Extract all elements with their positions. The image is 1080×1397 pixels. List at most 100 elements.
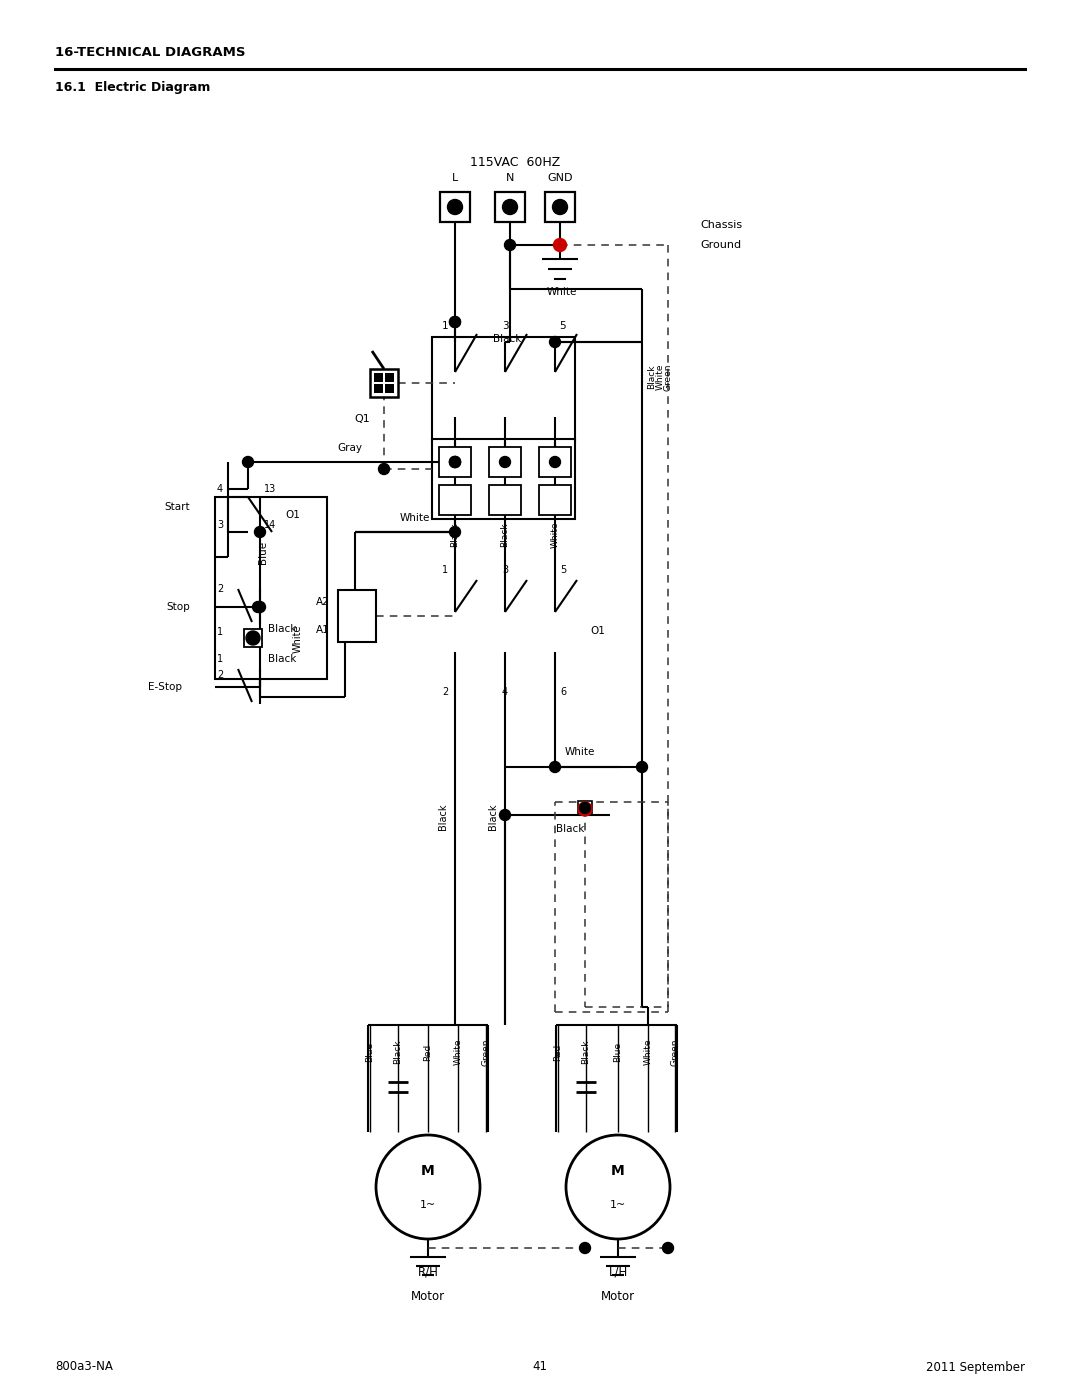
Text: 1: 1 [217, 654, 224, 664]
Circle shape [554, 239, 567, 251]
Text: 2011 September: 2011 September [926, 1361, 1025, 1373]
Text: 4: 4 [217, 483, 224, 495]
Circle shape [449, 457, 460, 468]
Bar [440, 191, 470, 222]
Text: M: M [421, 1164, 435, 1178]
Circle shape [499, 457, 511, 468]
Text: 3: 3 [502, 564, 508, 576]
Text: Blue: Blue [258, 541, 268, 563]
Circle shape [504, 239, 515, 250]
Circle shape [662, 1242, 674, 1253]
Text: Q1: Q1 [354, 414, 369, 425]
Circle shape [502, 200, 517, 215]
Text: 115VAC  60HZ: 115VAC 60HZ [470, 155, 561, 169]
Circle shape [447, 200, 462, 215]
Text: Ground: Ground [700, 240, 741, 250]
Text: L: L [451, 173, 458, 183]
Text: Black: Black [438, 803, 448, 830]
Text: 2: 2 [442, 687, 448, 697]
Bar [384, 373, 394, 381]
Circle shape [499, 809, 511, 820]
Bar [384, 384, 394, 393]
Text: White: White [454, 1039, 462, 1066]
Text: 800a3-NA: 800a3-NA [55, 1361, 113, 1373]
Text: Blue: Blue [365, 1042, 375, 1062]
Bar [578, 800, 592, 814]
Text: White: White [293, 624, 303, 654]
Bar [438, 485, 471, 515]
Circle shape [449, 317, 460, 327]
Text: White: White [400, 513, 430, 522]
Text: Black: Black [556, 824, 584, 834]
Bar [432, 337, 575, 441]
Text: 4: 4 [502, 687, 508, 697]
Bar [215, 497, 327, 679]
Text: White: White [656, 363, 664, 390]
Text: 1~: 1~ [610, 1200, 626, 1210]
Circle shape [636, 761, 648, 773]
Text: 14: 14 [264, 520, 276, 529]
Text: Black: Black [581, 1039, 591, 1065]
Text: 3: 3 [217, 520, 224, 529]
Circle shape [449, 457, 460, 468]
Text: White: White [546, 286, 577, 298]
Bar [374, 384, 383, 393]
Text: E-Stop: E-Stop [148, 682, 183, 692]
Text: Black: Black [393, 1039, 403, 1065]
Text: A1: A1 [316, 624, 330, 636]
Text: 5: 5 [559, 321, 566, 331]
Circle shape [550, 761, 561, 773]
Circle shape [550, 337, 561, 348]
Circle shape [449, 317, 460, 327]
Text: 4: 4 [502, 454, 509, 464]
Text: 2: 2 [442, 454, 448, 464]
Text: GND: GND [548, 173, 572, 183]
Text: Green: Green [482, 1038, 490, 1066]
Text: Chassis: Chassis [700, 219, 742, 231]
Text: 16.1  Electric Diagram: 16.1 Electric Diagram [55, 81, 211, 94]
Text: Black: Black [492, 334, 522, 344]
Text: L/H: L/H [608, 1266, 627, 1278]
Text: O1: O1 [590, 626, 605, 636]
Text: 5: 5 [559, 564, 566, 576]
Text: 2: 2 [217, 584, 224, 594]
Text: 1~: 1~ [420, 1200, 436, 1210]
Text: Motor: Motor [600, 1291, 635, 1303]
Circle shape [243, 457, 254, 468]
Circle shape [255, 602, 266, 612]
Text: Black: Black [450, 522, 459, 548]
Text: 1: 1 [442, 321, 448, 331]
Text: Green: Green [671, 1038, 679, 1066]
Circle shape [253, 602, 264, 612]
Text: 6: 6 [559, 454, 566, 464]
Text: 6: 6 [559, 687, 566, 697]
Text: R/H: R/H [418, 1266, 438, 1278]
Text: 13: 13 [264, 483, 276, 495]
Text: Start: Start [164, 502, 190, 511]
Text: 16-TECHNICAL DIAGRAMS: 16-TECHNICAL DIAGRAMS [55, 46, 245, 59]
Bar [489, 485, 521, 515]
Bar [495, 191, 525, 222]
Circle shape [580, 1242, 591, 1253]
Text: Green: Green [663, 363, 673, 391]
Circle shape [580, 802, 591, 813]
Text: N: N [505, 173, 514, 183]
Text: M: M [611, 1164, 625, 1178]
Text: A2: A2 [316, 597, 330, 608]
Circle shape [449, 527, 460, 538]
Text: O1: O1 [285, 510, 300, 520]
Text: Blue: Blue [613, 1042, 622, 1062]
Text: Red: Red [423, 1044, 432, 1060]
Bar [539, 447, 571, 476]
Text: 3: 3 [502, 321, 509, 331]
Text: Motor: Motor [410, 1291, 445, 1303]
Text: Black: Black [268, 624, 296, 634]
Circle shape [553, 200, 567, 215]
Bar [244, 629, 262, 647]
Text: Stop: Stop [166, 602, 190, 612]
Text: White: White [644, 1039, 652, 1066]
Circle shape [550, 457, 561, 468]
Text: 1: 1 [442, 564, 448, 576]
Bar [432, 439, 575, 520]
Text: Red: Red [554, 1044, 563, 1060]
